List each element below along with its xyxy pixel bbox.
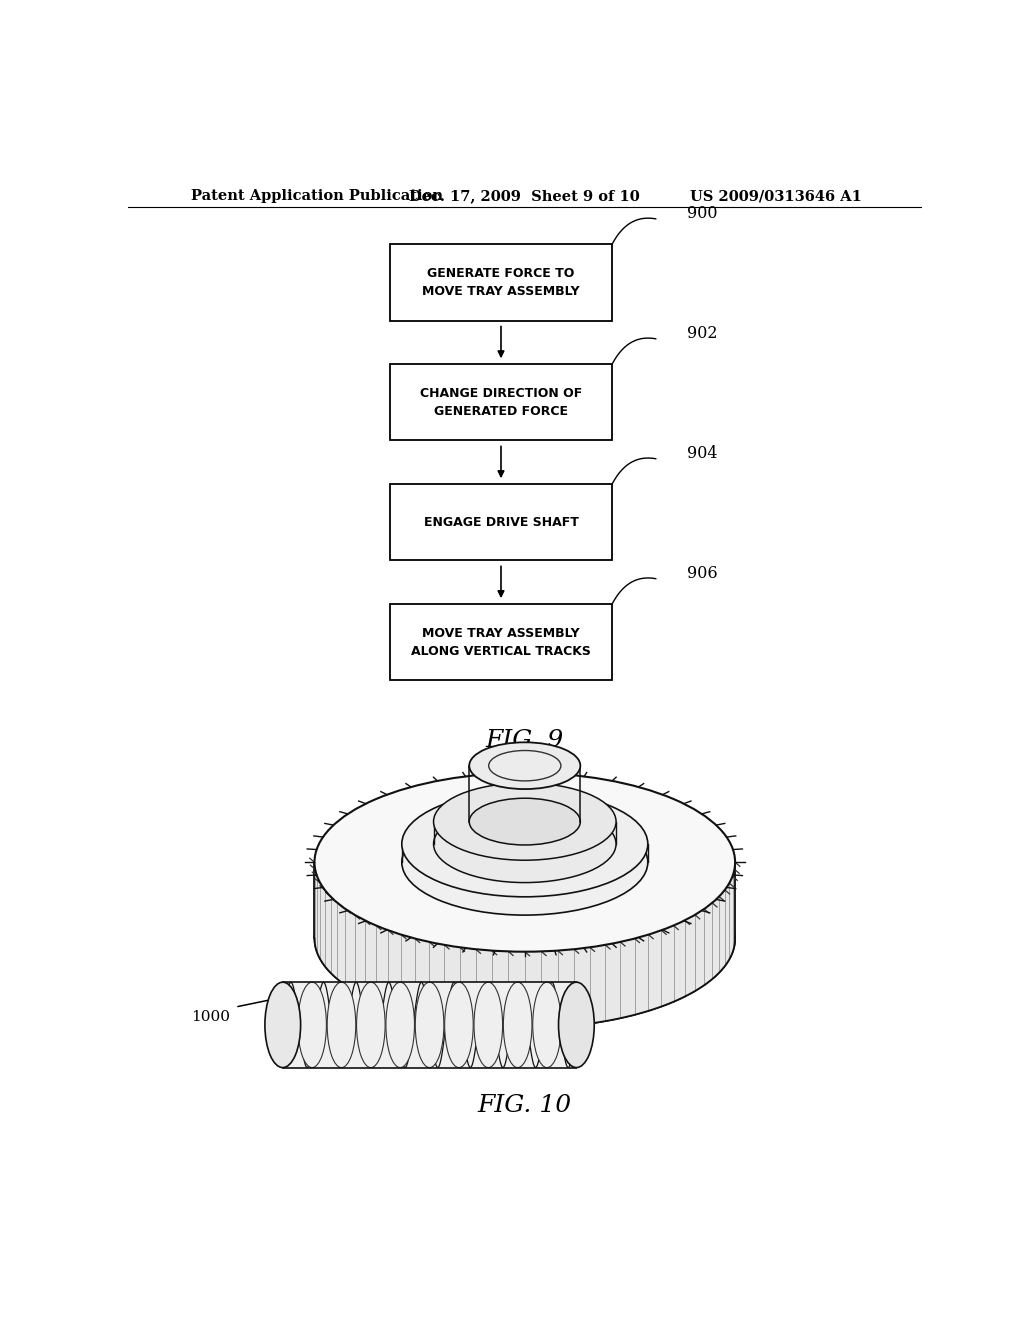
Ellipse shape bbox=[469, 742, 581, 789]
Ellipse shape bbox=[562, 982, 591, 1068]
Polygon shape bbox=[314, 862, 735, 1028]
Ellipse shape bbox=[401, 791, 648, 896]
Bar bbox=[390, 484, 612, 561]
Ellipse shape bbox=[268, 982, 297, 1068]
Text: GENERATE FORCE TO
MOVE TRAY ASSEMBLY: GENERATE FORCE TO MOVE TRAY ASSEMBLY bbox=[422, 267, 580, 298]
Bar bbox=[390, 605, 612, 680]
Ellipse shape bbox=[298, 982, 327, 1068]
Ellipse shape bbox=[265, 982, 301, 1068]
Text: ENGAGE DRIVE SHAFT: ENGAGE DRIVE SHAFT bbox=[424, 516, 579, 529]
Ellipse shape bbox=[386, 982, 415, 1068]
Ellipse shape bbox=[314, 849, 735, 1028]
Ellipse shape bbox=[416, 982, 443, 1068]
Text: 904: 904 bbox=[687, 445, 718, 462]
Text: FIG. 10: FIG. 10 bbox=[478, 1094, 571, 1117]
Polygon shape bbox=[283, 982, 577, 1068]
Ellipse shape bbox=[314, 772, 735, 952]
Text: 1000: 1000 bbox=[191, 1010, 230, 1024]
Bar bbox=[390, 364, 612, 441]
Text: Patent Application Publication: Patent Application Publication bbox=[191, 189, 443, 203]
Text: Dec. 17, 2009  Sheet 9 of 10: Dec. 17, 2009 Sheet 9 of 10 bbox=[410, 189, 640, 203]
Ellipse shape bbox=[469, 799, 581, 845]
Text: CHANGE DIRECTION OF
GENERATED FORCE: CHANGE DIRECTION OF GENERATED FORCE bbox=[420, 387, 582, 418]
Bar bbox=[390, 244, 612, 321]
Text: 900: 900 bbox=[687, 206, 718, 222]
Text: US 2009/0313646 A1: US 2009/0313646 A1 bbox=[690, 189, 862, 203]
Ellipse shape bbox=[328, 982, 355, 1068]
Ellipse shape bbox=[433, 805, 616, 883]
Ellipse shape bbox=[474, 982, 503, 1068]
Ellipse shape bbox=[444, 982, 473, 1068]
Ellipse shape bbox=[356, 982, 385, 1068]
Text: MOVE TRAY ASSEMBLY
ALONG VERTICAL TRACKS: MOVE TRAY ASSEMBLY ALONG VERTICAL TRACKS bbox=[411, 627, 591, 657]
Ellipse shape bbox=[401, 809, 648, 915]
Text: 906: 906 bbox=[687, 565, 718, 582]
Ellipse shape bbox=[532, 982, 561, 1068]
Text: FIG. 9: FIG. 9 bbox=[485, 729, 564, 752]
Ellipse shape bbox=[433, 783, 616, 861]
Ellipse shape bbox=[558, 982, 594, 1068]
Ellipse shape bbox=[504, 982, 531, 1068]
Text: 902: 902 bbox=[687, 325, 718, 342]
